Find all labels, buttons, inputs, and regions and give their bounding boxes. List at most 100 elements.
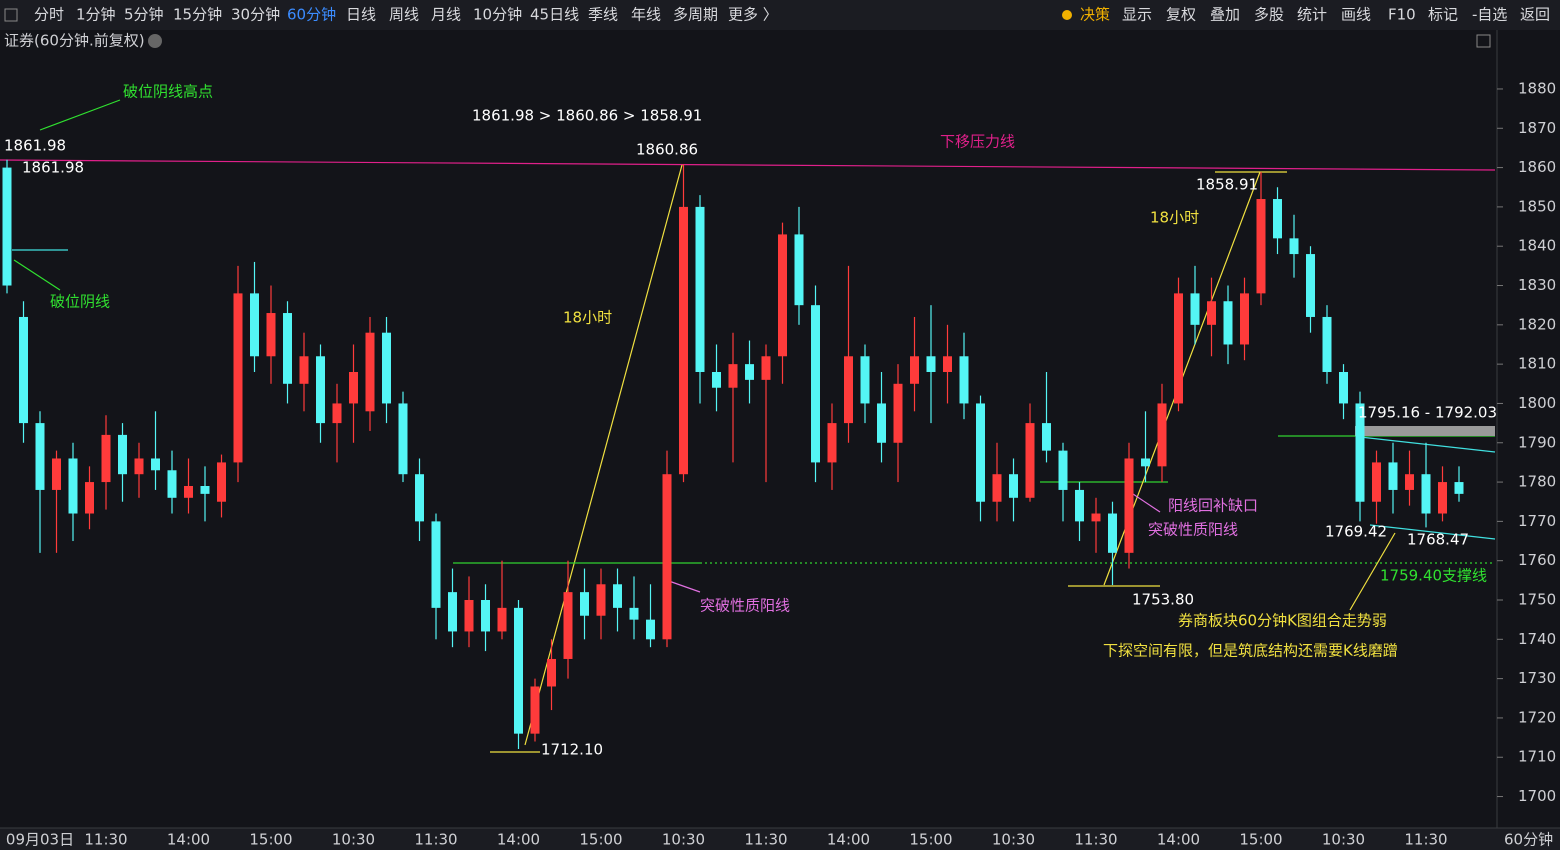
candle-body [1075,489,1084,522]
y-tick-label: 1740 [1518,630,1556,648]
y-tick-label: 1710 [1518,748,1556,766]
candle-body [976,403,985,502]
y-tick-label: 1840 [1518,237,1556,255]
tool-button[interactable]: 复权 [1166,6,1196,24]
period-tab[interactable]: 月线 [431,6,461,24]
candle-body [877,403,886,443]
menu-icon[interactable] [4,8,18,22]
y-tick-label: 1700 [1518,787,1556,805]
y-tick-label: 1750 [1518,591,1556,609]
annotation: 1861.98 > 1860.86 > 1858.91 [472,107,702,125]
period-tab[interactable]: 60分钟 [287,6,336,24]
candle-body [1454,482,1464,494]
candle-body [1091,513,1101,522]
candle-body [1273,199,1282,239]
period-tab[interactable]: 季线 [588,6,618,24]
x-tick-label: 11:30 [84,831,127,849]
annotation: 1795.16 - 1792.03 [1358,404,1497,422]
candle-body [1058,450,1068,490]
y-tick-label: 1800 [1518,394,1556,412]
candle-body [761,356,771,380]
tool-button[interactable]: 显示 [1122,6,1152,24]
candle-body [35,423,45,490]
candle-body [646,619,655,640]
candle-body [431,521,441,608]
gap-zone [1355,426,1495,436]
candle-body [1223,301,1233,345]
candle-body [448,592,457,632]
x-tick-label: 11:30 [414,831,457,849]
candle-body [1339,372,1348,404]
x-tick-label: 11:30 [1074,831,1117,849]
dropdown-icon[interactable] [148,34,162,48]
candle-body [1207,301,1216,325]
period-tab[interactable]: 年线 [631,6,661,24]
annotation: 1861.98 [4,137,66,155]
annotation: 1759.40支撑线 [1380,567,1487,585]
panel-icon[interactable] [1476,34,1491,48]
period-tab[interactable]: 日线 [346,6,376,24]
candle-body [794,234,804,306]
candle-body [629,607,639,620]
candle-body [1438,482,1447,514]
x-tick-label: 15:00 [249,831,292,849]
tool-button[interactable]: 决策 [1080,6,1110,24]
channel-line [1369,524,1496,540]
tool-button[interactable]: -自选 [1472,6,1507,24]
x-tick-label: 14:00 [497,831,540,849]
period-tab[interactable]: 5分钟 [124,6,164,24]
x-tick-label: 09月03日 [6,831,74,849]
candle-body [745,364,754,380]
tool-button[interactable]: 统计 [1297,6,1327,24]
tool-button[interactable]: 画线 [1341,6,1371,24]
period-tab[interactable]: 多周期 [673,6,718,24]
annotation: 阳线回补缺口 [1168,497,1258,515]
period-tab[interactable]: 分时 [34,6,64,24]
annotation: 破位阴线 [50,293,110,311]
annotation: 1769.42 [1325,523,1387,541]
candle-body [233,293,243,463]
period-tab[interactable]: 45日线 [530,6,579,24]
candle-body [679,206,688,475]
annotation: 突破性质阳线 [700,597,790,615]
candle-body [1322,316,1332,372]
candle-body [1289,238,1299,255]
y-tick-label: 1790 [1518,433,1556,451]
tool-button[interactable]: 叠加 [1210,6,1240,24]
annotation: 1861.98 [22,159,84,177]
candle-body [85,482,94,514]
period-tab[interactable]: 周线 [389,6,419,24]
candle-body [1124,458,1134,553]
candle-body [860,356,870,404]
y-tick-label: 1860 [1518,158,1556,176]
x-tick-label: 14:00 [1157,831,1200,849]
candle-body [1421,474,1431,514]
tool-button[interactable]: F10 [1388,6,1416,24]
candle-body [382,332,391,404]
candle-body [481,600,490,632]
period-tab[interactable]: 更多 〉 [728,6,778,24]
arrow [39,99,121,131]
candle-body [695,206,705,372]
tool-button[interactable]: 多股 [1254,6,1284,24]
candle-body [1108,513,1117,553]
candle-body [811,305,820,463]
candle-body [365,332,375,412]
candle-body [613,584,622,608]
period-tab[interactable]: 10分钟 [473,6,522,24]
period-tab[interactable]: 15分钟 [173,6,222,24]
x-tick-label: 14:00 [827,831,870,849]
tool-button[interactable]: 返回 [1520,6,1550,24]
candle-body [910,356,919,384]
period-tab[interactable]: 30分钟 [231,6,280,24]
tool-button[interactable]: 标记 [1428,6,1458,24]
candle-body [52,458,61,490]
candle-body [1355,403,1365,502]
arrow [13,259,61,291]
candle-body [1240,293,1249,345]
period-tab[interactable]: 1分钟 [76,6,116,24]
chart-title: 证券(60分钟.前复权) [4,32,145,50]
x-tick-label: 10:30 [662,831,705,849]
annotation: 下探空间有限，但是筑底结构还需要K线磨蹭 [1103,642,1398,660]
